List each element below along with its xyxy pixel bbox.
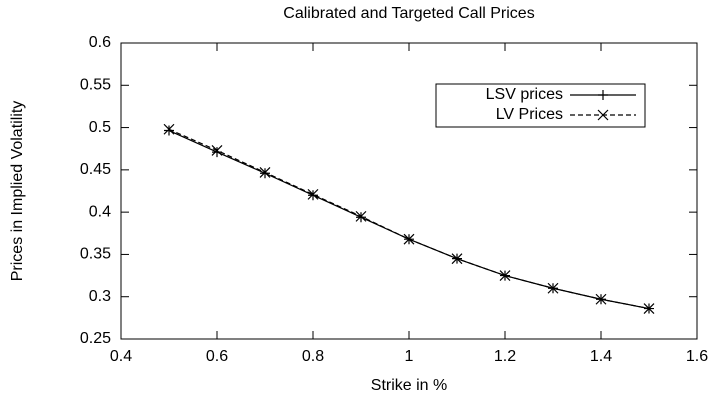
x-tick-label: 1.6 <box>686 348 708 365</box>
x-tick-label: 0.8 <box>302 348 324 365</box>
x-tick-label: 0.4 <box>110 348 132 365</box>
marker <box>403 233 415 245</box>
y-tick-label: 0.6 <box>89 34 111 51</box>
x-tick-label: 1.4 <box>590 348 612 365</box>
y-tick-label: 0.5 <box>89 119 111 136</box>
x-tick-label: 1.2 <box>494 348 516 365</box>
marker <box>355 210 367 222</box>
series-line <box>168 128 650 310</box>
legend-box <box>435 83 646 128</box>
legend-label: LSV prices <box>486 86 563 103</box>
marker <box>499 270 511 281</box>
y-tick-label: 0.25 <box>80 330 111 347</box>
x-tick-label: 1 <box>405 348 414 365</box>
marker <box>451 253 463 265</box>
marker <box>211 144 223 156</box>
marker <box>595 293 607 305</box>
marker <box>547 282 559 294</box>
marker <box>643 303 655 314</box>
y-axis-label: Prices in Implied Volatility <box>9 101 26 282</box>
legend-label: LV Prices <box>496 106 563 123</box>
marker <box>259 166 271 178</box>
chart-title: Calibrated and Targeted Call Prices <box>283 5 534 22</box>
y-tick-label: 0.4 <box>89 203 111 220</box>
x-tick-label: 0.6 <box>206 348 228 365</box>
series-line <box>168 129 650 310</box>
marker <box>307 188 319 200</box>
marker <box>163 123 175 135</box>
marker <box>598 90 608 100</box>
x-axis-label: Strike in % <box>371 377 447 394</box>
marker <box>597 109 609 121</box>
y-tick-label: 0.55 <box>80 77 111 94</box>
y-tick-label: 0.45 <box>80 161 111 178</box>
y-tick-label: 0.3 <box>89 288 111 305</box>
y-tick-label: 0.35 <box>80 246 111 263</box>
